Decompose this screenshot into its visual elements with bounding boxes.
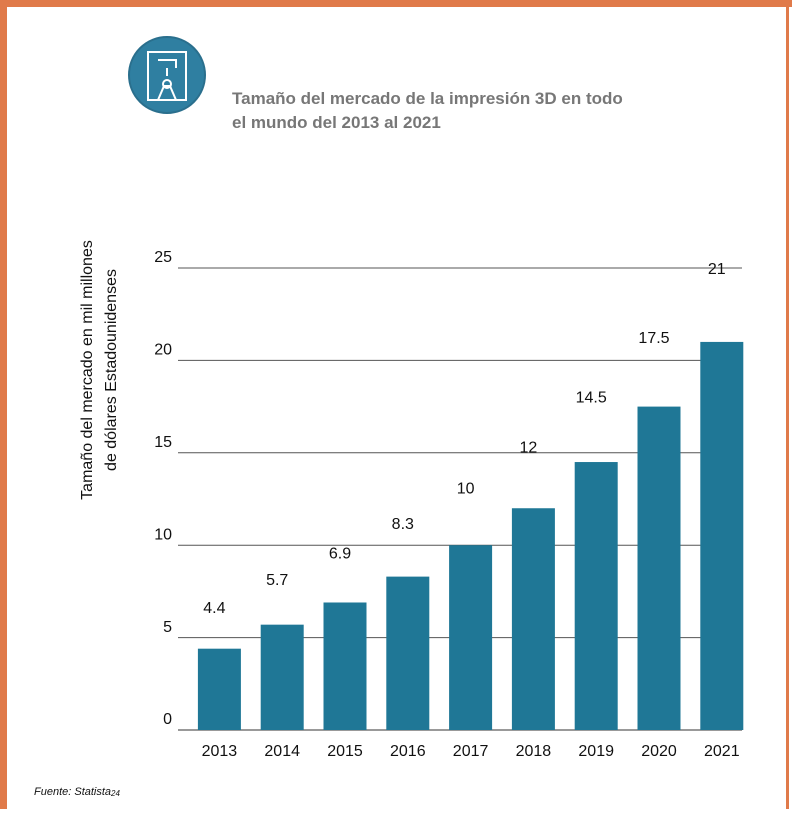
value-label: 12 xyxy=(520,439,538,456)
bar xyxy=(511,508,555,730)
icon xyxy=(128,36,206,114)
top-border xyxy=(0,0,792,7)
x-tick-label: 2015 xyxy=(327,743,363,760)
bar xyxy=(197,648,241,730)
x-tick-label: 2017 xyxy=(453,743,489,760)
y-tick-label: 5 xyxy=(163,619,172,636)
value-label: 14.5 xyxy=(576,389,607,406)
y-tick-label: 0 xyxy=(163,711,172,728)
value-label: 5.7 xyxy=(266,572,288,589)
chart-title: Tamaño del mercado de la impresión 3D en… xyxy=(232,89,623,132)
x-tick-label: 2018 xyxy=(516,743,552,760)
x-tick-label: 2016 xyxy=(390,743,426,760)
y-tick-label: 15 xyxy=(154,434,172,451)
y-axis-label: Tamaño del mercado en mil millones de dól… xyxy=(79,240,120,500)
value-label: 10 xyxy=(457,480,475,497)
bar xyxy=(260,624,304,730)
value-label: 6.9 xyxy=(329,546,351,563)
value-label: 4.4 xyxy=(203,600,225,617)
bar xyxy=(386,576,430,730)
x-tick-label: 2013 xyxy=(202,743,238,760)
x-tick-label: 2019 xyxy=(578,743,614,760)
bar xyxy=(449,545,493,730)
left-border xyxy=(0,0,7,809)
right-border xyxy=(786,0,789,809)
source-text: Fuente: Statista xyxy=(34,786,111,798)
source: Fuente: Statista24 xyxy=(34,786,120,798)
value-label: 17.5 xyxy=(638,330,669,347)
x-tick-label: 2014 xyxy=(264,743,300,760)
value-label: 21 xyxy=(708,261,726,278)
value-label: 8.3 xyxy=(392,516,414,533)
bar xyxy=(323,602,367,730)
y-tick-label: 25 xyxy=(154,249,172,266)
bar xyxy=(637,406,681,730)
y-tick-label: 20 xyxy=(154,342,172,359)
bar xyxy=(700,341,744,730)
y-tick-label: 10 xyxy=(154,526,172,543)
source-note: 24 xyxy=(110,789,120,798)
bar xyxy=(574,462,618,730)
x-tick-label: 2020 xyxy=(641,743,677,760)
x-tick-label: 2021 xyxy=(704,743,740,760)
